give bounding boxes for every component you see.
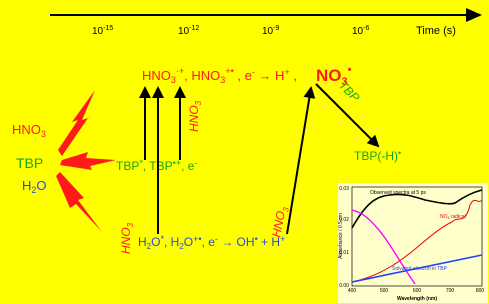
inset-y-label: Absorbance / 0.5 cm [338, 213, 344, 259]
hno3: HNO3 [12, 122, 46, 139]
ionization-products: HNO3·+, HNO3+• , e- → H+ , [142, 66, 297, 85]
inset-x-tick: 400 [348, 288, 357, 294]
time-unit: Time (s) [416, 25, 456, 37]
inset-x-tick: 800 [476, 288, 485, 294]
inset-x-tick: 500 [380, 288, 389, 294]
inset-legend: NO3 radical [440, 214, 466, 220]
inset-plot: Observed spectra at 5 ps NO3 radical Sol… [338, 183, 488, 303]
inset-background [338, 183, 488, 303]
page: {"timeline": {"ticks": [{"base": "10", "… [0, 0, 489, 304]
inset-legend: Solvated electron in TBP [392, 266, 448, 272]
inset-x-tick: 600 [413, 288, 422, 294]
inset-x-tick: 700 [446, 288, 455, 294]
water-products: H2O*, H2O+•, e- → OH• + H+ [138, 234, 285, 251]
tbp-excited: TBP*, TBP•+, e- [116, 158, 197, 173]
inset-x-label: Wavelength (nm) [397, 296, 437, 302]
inset-y-tick: 0.03 [339, 186, 349, 192]
diagram: 10-15 10-12 10-9 10-6 Time (s) HNO3 TBP … [0, 0, 489, 304]
tbp: TBP [16, 155, 43, 171]
inset-legend: Observed spectra at 5 ps [370, 190, 426, 196]
tbp-radical: TBP(-H)• [354, 148, 401, 163]
